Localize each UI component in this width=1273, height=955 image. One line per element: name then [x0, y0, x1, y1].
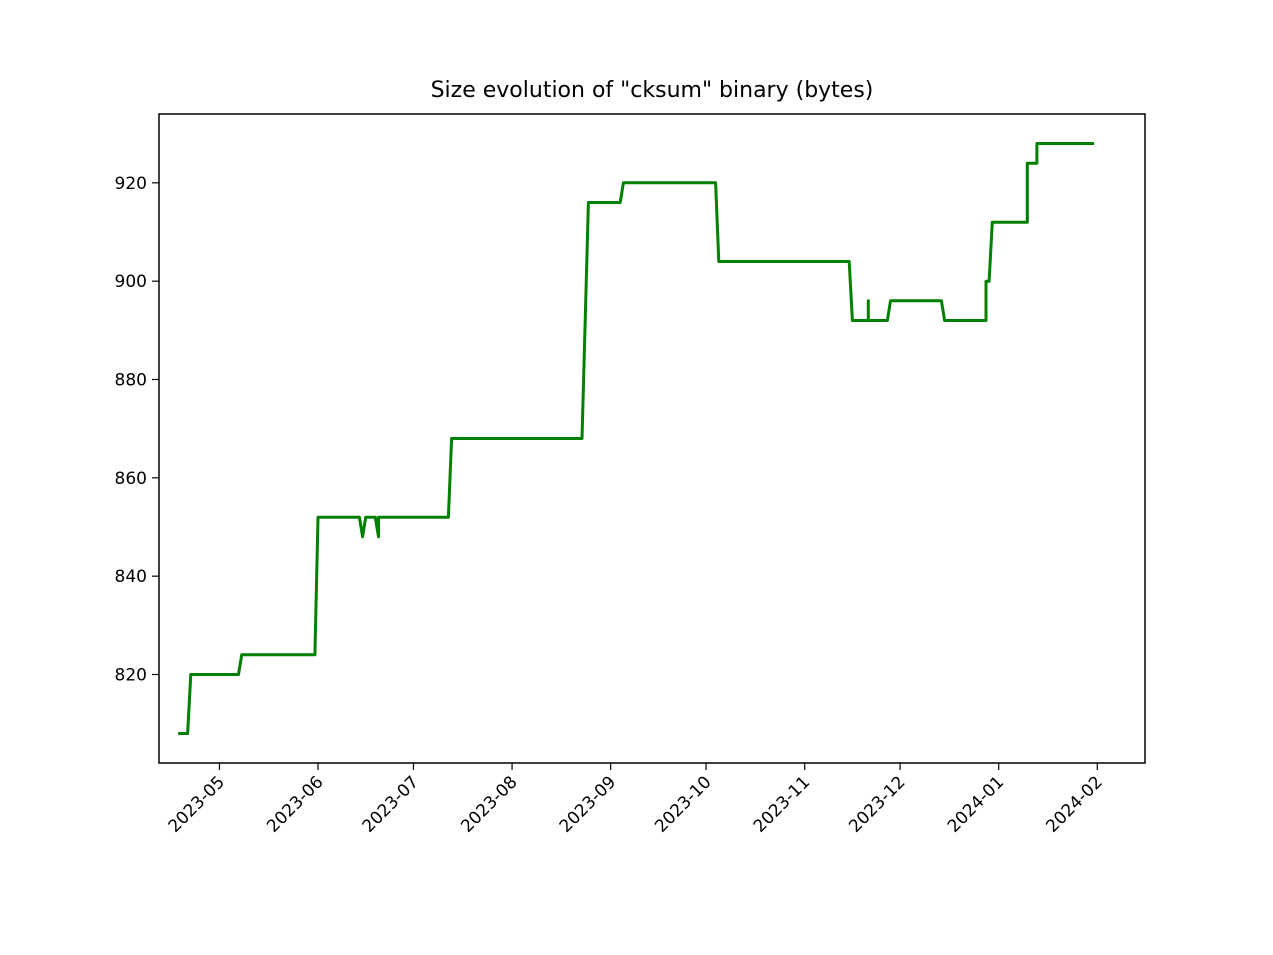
x-tick-label: 2023-11 [750, 772, 814, 836]
y-tick-label: 880 [115, 371, 147, 391]
x-tick-label: 2023-06 [263, 772, 327, 836]
x-tick-label: 2024-01 [944, 772, 1008, 836]
x-tick-label: 2023-10 [651, 772, 715, 836]
y-tick-label: 900 [115, 272, 147, 292]
y-tick-label: 820 [115, 666, 147, 686]
y-axis: 820 840 860 880 900 920 [115, 174, 159, 686]
chart-title: Size evolution of "cksum" binary (bytes) [431, 78, 874, 103]
x-tick-label: 2024-02 [1042, 772, 1106, 836]
y-tick-label: 840 [115, 567, 147, 587]
x-tick-label: 2023-07 [359, 772, 423, 836]
x-tick-label: 2023-09 [556, 772, 620, 836]
y-tick-label: 920 [115, 174, 147, 194]
series-line [178, 142, 1095, 735]
y-tick-label: 860 [115, 469, 147, 489]
x-tick-label: 2023-08 [457, 772, 521, 836]
axes-frame [158, 113, 1146, 764]
plot-area [178, 142, 1095, 735]
x-axis: 2023-05 2023-06 2023-07 2023-08 2023-09 2023-… [165, 763, 1107, 837]
x-tick-label: 2023-05 [165, 772, 229, 836]
x-tick-label: 2023-12 [845, 772, 909, 836]
